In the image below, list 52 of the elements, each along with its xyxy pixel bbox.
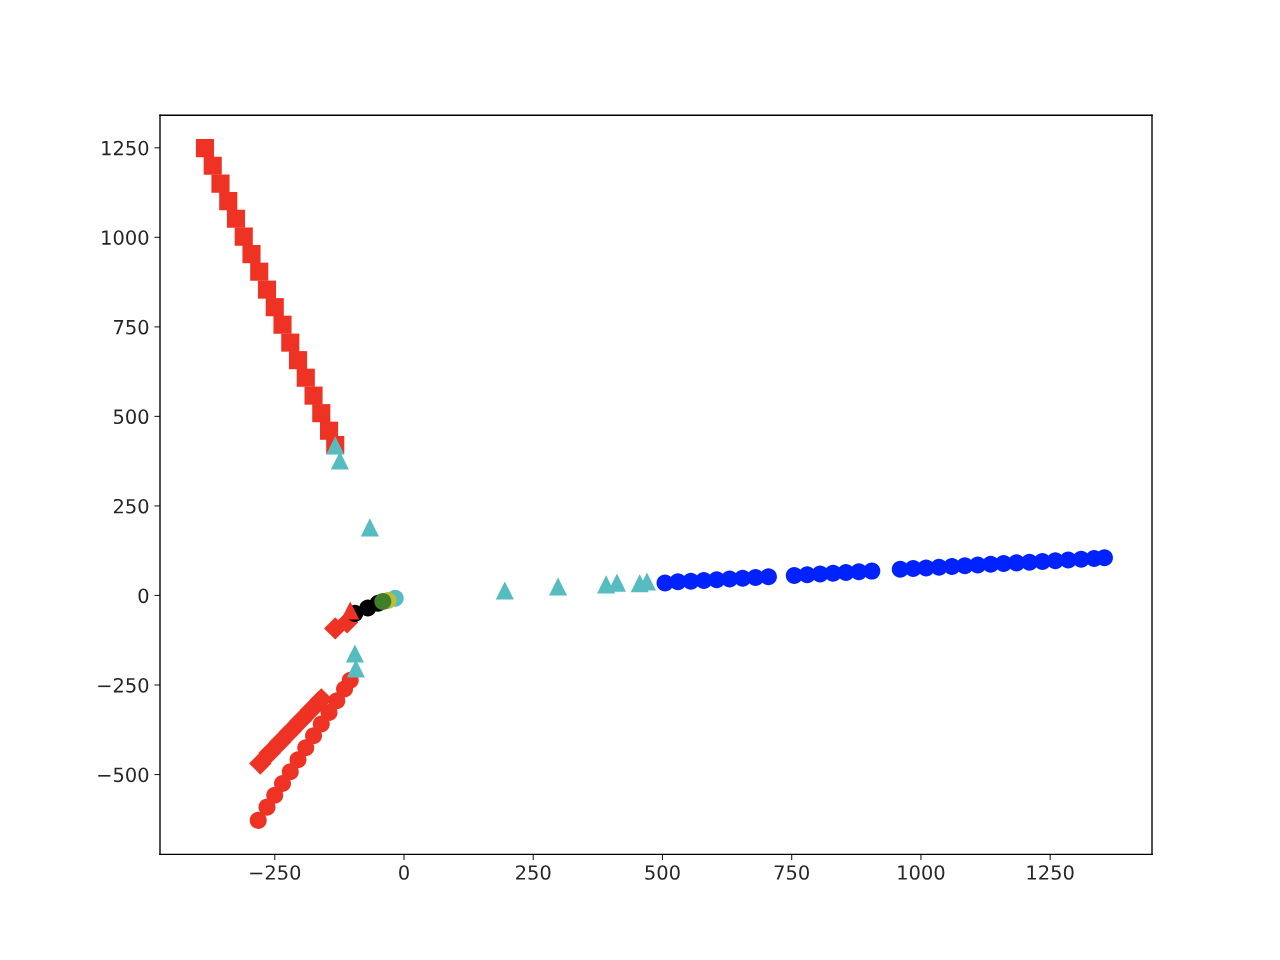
point [257, 280, 277, 299]
point [226, 209, 246, 228]
point [305, 727, 323, 745]
point [273, 315, 292, 334]
point [211, 174, 230, 193]
point [289, 751, 307, 769]
x-tick-label: 1000 [898, 865, 945, 880]
point [360, 518, 379, 537]
point [297, 739, 315, 757]
y-tick-label: 250 [113, 498, 149, 514]
point [863, 562, 881, 580]
point [281, 333, 300, 352]
point [304, 386, 323, 405]
point [203, 156, 222, 175]
point [289, 709, 312, 733]
point [279, 720, 302, 743]
point [249, 811, 267, 829]
point [268, 731, 292, 754]
point [345, 644, 364, 663]
point [759, 568, 777, 586]
point [274, 774, 292, 792]
point [312, 404, 331, 423]
y-tick-label: 500 [113, 409, 149, 425]
point [266, 786, 284, 804]
point [548, 577, 568, 596]
x-tick-label: 1250 [1027, 865, 1074, 880]
point [281, 763, 299, 781]
y-tick-label: 0 [138, 588, 149, 604]
point [495, 581, 514, 600]
point [250, 262, 269, 281]
x-tick-label: 0 [399, 865, 409, 880]
point [288, 351, 308, 370]
point [242, 245, 261, 264]
y-tick-label: 1000 [102, 230, 149, 245]
point [299, 698, 323, 722]
y-tick-label: −250 [98, 677, 149, 693]
x-tick-label: 500 [645, 865, 680, 880]
x-tick-label: 750 [774, 865, 809, 880]
point [195, 139, 215, 158]
y-tick-label: 1250 [102, 140, 149, 156]
point [374, 593, 392, 611]
x-tick-label: 250 [516, 865, 551, 880]
y-tick-label: 750 [114, 319, 149, 335]
y-tick-label: −500 [98, 767, 149, 783]
point [265, 298, 284, 317]
point [310, 688, 333, 711]
point [234, 227, 253, 246]
point [341, 601, 360, 620]
point [296, 368, 315, 387]
point [258, 741, 281, 765]
point [219, 192, 238, 211]
x-tick-label: −250 [250, 865, 301, 880]
